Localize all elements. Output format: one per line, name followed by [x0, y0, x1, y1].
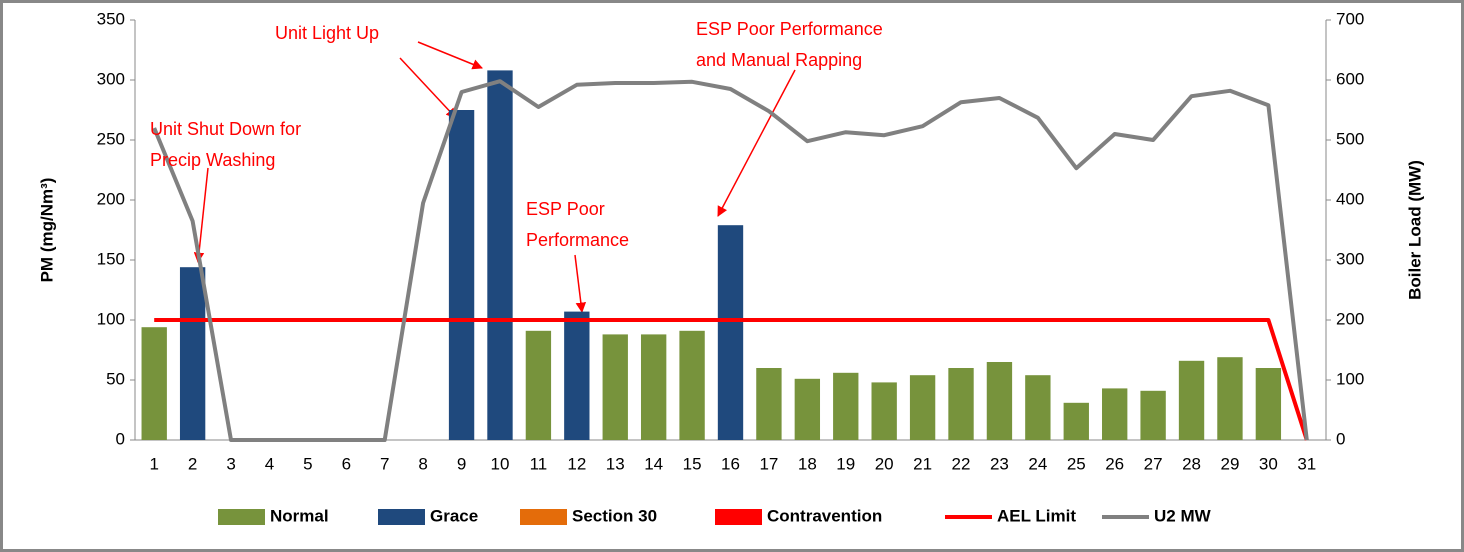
annotation: Precip Washing	[150, 150, 275, 170]
legend-label: Normal	[270, 506, 329, 525]
y2-tick-label: 400	[1336, 189, 1364, 208]
x-tick-label: 9	[457, 454, 466, 473]
y-tick-label: 0	[116, 429, 125, 448]
x-tick-label: 20	[875, 454, 894, 473]
y2-tick-label: 100	[1336, 369, 1364, 388]
y-tick-label: 150	[97, 249, 125, 268]
x-tick-label: 4	[265, 454, 274, 473]
bar	[487, 70, 513, 441]
x-tick-label: 31	[1297, 454, 1316, 473]
x-tick-label: 16	[721, 454, 740, 473]
y2-tick-label: 500	[1336, 129, 1364, 148]
x-tick-label: 14	[644, 454, 663, 473]
x-tick-label: 24	[1028, 454, 1047, 473]
bar	[909, 375, 936, 440]
y-tick-label: 100	[97, 309, 125, 328]
bar	[679, 330, 705, 440]
y2-tick-label: 300	[1336, 249, 1364, 268]
x-tick-label: 25	[1067, 454, 1086, 473]
x-tick-label: 23	[990, 454, 1009, 473]
x-tick-label: 26	[1105, 454, 1124, 473]
legend-swatch	[715, 509, 762, 525]
y2-tick-label: 600	[1336, 69, 1364, 88]
line	[152, 79, 1309, 442]
y2-tick-label: 0	[1336, 429, 1345, 448]
annotation: ESP Poor Performance	[696, 19, 883, 39]
bar	[525, 330, 552, 440]
y2-tick-label: 200	[1336, 309, 1364, 328]
annotation: and Manual Rapping	[696, 50, 862, 70]
bar	[1140, 390, 1166, 440]
bar	[602, 334, 628, 440]
line	[154, 318, 1309, 441]
x-tick-label: 17	[759, 454, 778, 473]
x-tick-label: 2	[188, 454, 197, 473]
x-tick-label: 7	[380, 454, 389, 473]
bar	[1178, 360, 1205, 440]
bar	[640, 334, 667, 440]
x-tick-label: 19	[836, 454, 855, 473]
x-tick-label: 12	[567, 454, 586, 473]
bar	[717, 225, 744, 440]
x-tick-label: 21	[913, 454, 932, 473]
legend-label: Grace	[430, 506, 478, 525]
legend-label: AEL Limit	[997, 506, 1076, 525]
annotation: Performance	[526, 230, 629, 250]
x-tick-label: 30	[1259, 454, 1278, 473]
legend-swatch	[378, 509, 425, 525]
bar	[986, 362, 1013, 440]
x-tick-label: 15	[683, 454, 702, 473]
x-tick-label: 3	[226, 454, 235, 473]
y-tick-label: 50	[106, 369, 125, 388]
x-tick-label: 5	[303, 454, 312, 473]
bar	[1025, 375, 1051, 440]
annotation-arrows	[193, 41, 796, 314]
y-tick-label: 350	[97, 9, 125, 28]
y-axis-label: PM (mg/Nm³)	[37, 178, 56, 283]
bar	[1063, 402, 1089, 440]
bar	[141, 327, 167, 440]
x-tick-label: 22	[952, 454, 971, 473]
x-tick-label: 28	[1182, 454, 1201, 473]
x-tick-label: 11	[530, 454, 548, 473]
legend-swatch	[520, 509, 567, 525]
x-tick-label: 13	[606, 454, 625, 473]
legend-label: Section 30	[572, 506, 657, 525]
bar	[1102, 388, 1128, 440]
x-tick-label: 8	[418, 454, 427, 473]
y-tick-label: 300	[97, 69, 125, 88]
y-tick-label: 200	[97, 189, 125, 208]
legend-label: U2 MW	[1154, 506, 1212, 525]
y-tick-label: 250	[97, 129, 125, 148]
x-tick-label: 10	[491, 454, 510, 473]
x-tick-label: 6	[342, 454, 351, 473]
y2-axis-label: Boiler Load (MW)	[1405, 160, 1424, 300]
x-tick-label: 18	[798, 454, 817, 473]
bar	[1255, 368, 1282, 440]
bar	[833, 372, 859, 440]
bar	[448, 110, 475, 440]
x-tick-label: 27	[1144, 454, 1163, 473]
x-tick-label: 1	[149, 454, 158, 473]
annotation: ESP Poor	[526, 199, 605, 219]
annotation: Unit Shut Down for	[150, 119, 301, 139]
legend-label: Contravention	[767, 506, 882, 525]
bar	[948, 368, 974, 440]
bar	[1217, 357, 1243, 440]
bar	[756, 368, 782, 440]
annotation: Unit Light Up	[275, 23, 379, 43]
bar	[564, 311, 590, 440]
bar	[794, 378, 821, 440]
bar	[179, 267, 206, 440]
legend-swatch	[218, 509, 265, 525]
bar	[871, 382, 897, 440]
y2-tick-label: 700	[1336, 9, 1364, 28]
x-tick-label: 29	[1220, 454, 1239, 473]
